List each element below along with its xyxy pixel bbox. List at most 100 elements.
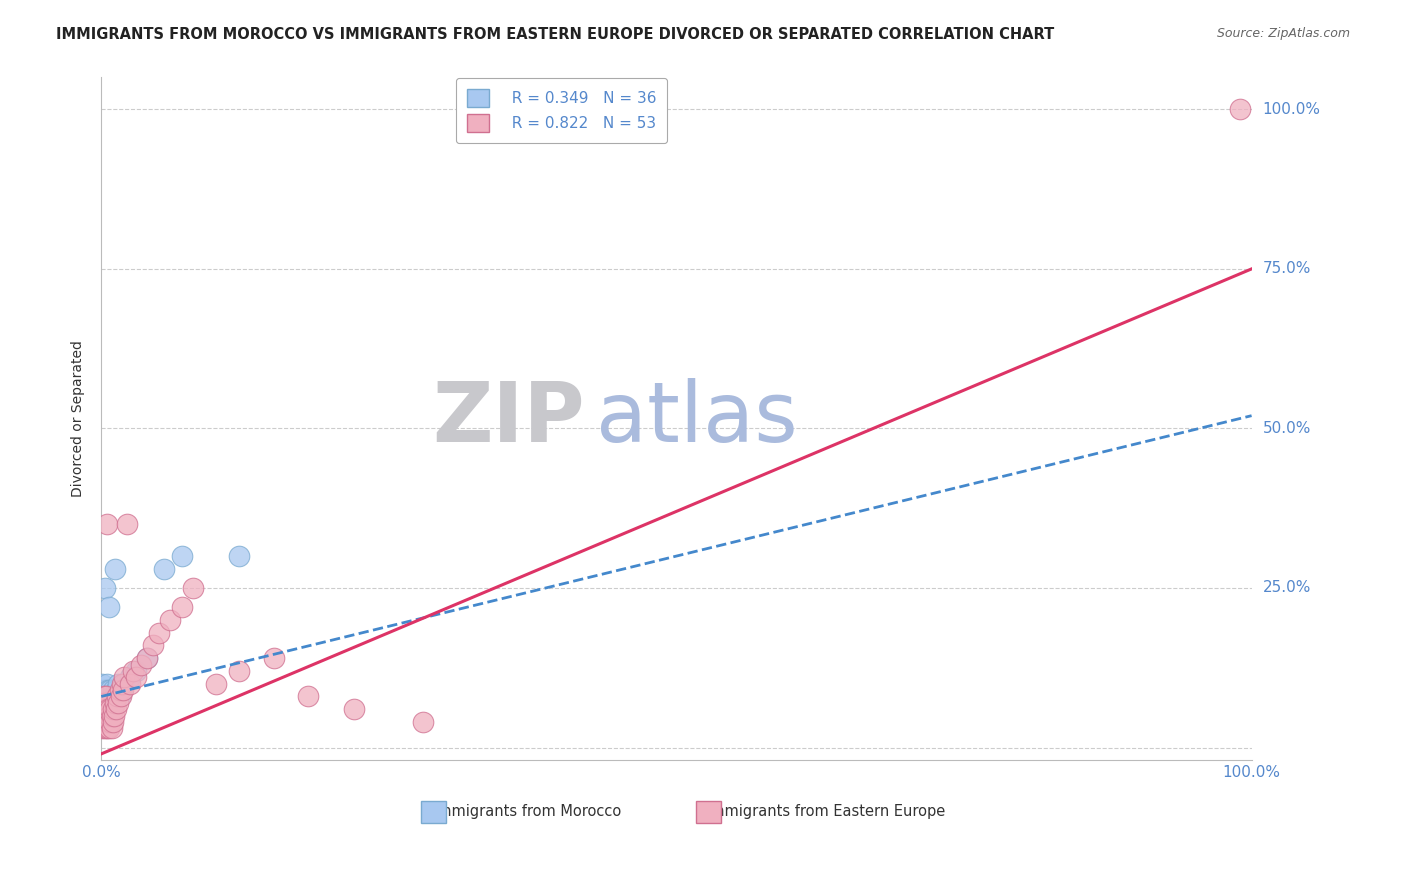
Point <box>108 683 131 698</box>
Text: Immigrants from Eastern Europe: Immigrants from Eastern Europe <box>706 804 946 819</box>
Point <box>100 696 122 710</box>
Point <box>131 657 153 672</box>
Point <box>93 702 115 716</box>
Point <box>93 708 115 723</box>
Point <box>91 696 114 710</box>
Point <box>93 690 115 704</box>
Point <box>96 708 118 723</box>
Point <box>101 683 124 698</box>
Point <box>101 714 124 729</box>
Point <box>93 708 115 723</box>
Point <box>118 676 141 690</box>
Point <box>93 722 115 736</box>
Y-axis label: Divorced or Separated: Divorced or Separated <box>72 341 86 498</box>
Point <box>96 722 118 736</box>
Point <box>96 702 118 716</box>
Point <box>111 676 134 690</box>
Point <box>93 714 115 729</box>
Point <box>105 702 128 716</box>
Point <box>228 549 250 563</box>
Point <box>94 714 117 729</box>
Point <box>96 690 118 704</box>
Point <box>91 722 114 736</box>
Text: 75.0%: 75.0% <box>1263 261 1310 277</box>
Point <box>104 696 127 710</box>
Point <box>98 600 121 615</box>
Text: Source: ZipAtlas.com: Source: ZipAtlas.com <box>1216 27 1350 40</box>
Point <box>91 676 114 690</box>
Point <box>343 702 366 716</box>
Text: 50.0%: 50.0% <box>1263 421 1310 436</box>
Point <box>94 696 117 710</box>
Point <box>181 581 204 595</box>
Point <box>107 696 129 710</box>
Point <box>159 613 181 627</box>
Point <box>91 702 114 716</box>
Point <box>93 581 115 595</box>
Point <box>107 676 129 690</box>
Point <box>170 600 193 615</box>
Point <box>170 549 193 563</box>
Point <box>100 722 122 736</box>
Point <box>136 651 159 665</box>
Point <box>142 639 165 653</box>
Point <box>97 683 120 698</box>
Point <box>93 696 115 710</box>
Point <box>112 670 135 684</box>
Point <box>148 625 170 640</box>
Point <box>110 690 132 704</box>
Point <box>111 683 134 698</box>
Point <box>94 690 117 704</box>
Text: atlas: atlas <box>596 378 797 459</box>
Point <box>122 664 145 678</box>
Point <box>1229 103 1251 117</box>
Point <box>228 664 250 678</box>
Point <box>94 683 117 698</box>
Point <box>100 714 122 729</box>
Text: Immigrants from Morocco: Immigrants from Morocco <box>433 804 621 819</box>
Text: 25.0%: 25.0% <box>1263 581 1310 596</box>
Point <box>91 708 114 723</box>
Point <box>263 651 285 665</box>
Point <box>98 702 121 716</box>
Point <box>93 696 115 710</box>
Point <box>96 676 118 690</box>
Point <box>105 683 128 698</box>
FancyBboxPatch shape <box>696 801 721 823</box>
Point <box>100 690 122 704</box>
Legend:   R = 0.349   N = 36,   R = 0.822   N = 53: R = 0.349 N = 36, R = 0.822 N = 53 <box>456 78 666 143</box>
Point <box>97 696 120 710</box>
Point <box>108 690 131 704</box>
Text: 100.0%: 100.0% <box>1263 102 1320 117</box>
Point <box>98 722 121 736</box>
Point <box>101 696 124 710</box>
Point <box>136 651 159 665</box>
Point <box>97 714 120 729</box>
Point <box>205 676 228 690</box>
Point <box>153 562 176 576</box>
Point <box>125 664 148 678</box>
Text: ZIP: ZIP <box>432 378 585 459</box>
Point <box>98 708 121 723</box>
Point <box>100 708 122 723</box>
Point <box>93 690 115 704</box>
Point <box>118 670 141 684</box>
Point <box>101 702 124 716</box>
Point <box>112 683 135 698</box>
Point <box>100 702 122 716</box>
Point <box>103 690 125 704</box>
Point <box>105 690 128 704</box>
Point <box>91 690 114 704</box>
Point <box>96 517 118 532</box>
Point <box>103 708 125 723</box>
Point <box>97 702 120 716</box>
Point <box>93 702 115 716</box>
FancyBboxPatch shape <box>420 801 446 823</box>
Point <box>104 562 127 576</box>
Point <box>100 683 122 698</box>
Point <box>125 670 148 684</box>
Point <box>115 517 138 532</box>
Point <box>297 690 319 704</box>
Point <box>412 714 434 729</box>
Point <box>93 683 115 698</box>
